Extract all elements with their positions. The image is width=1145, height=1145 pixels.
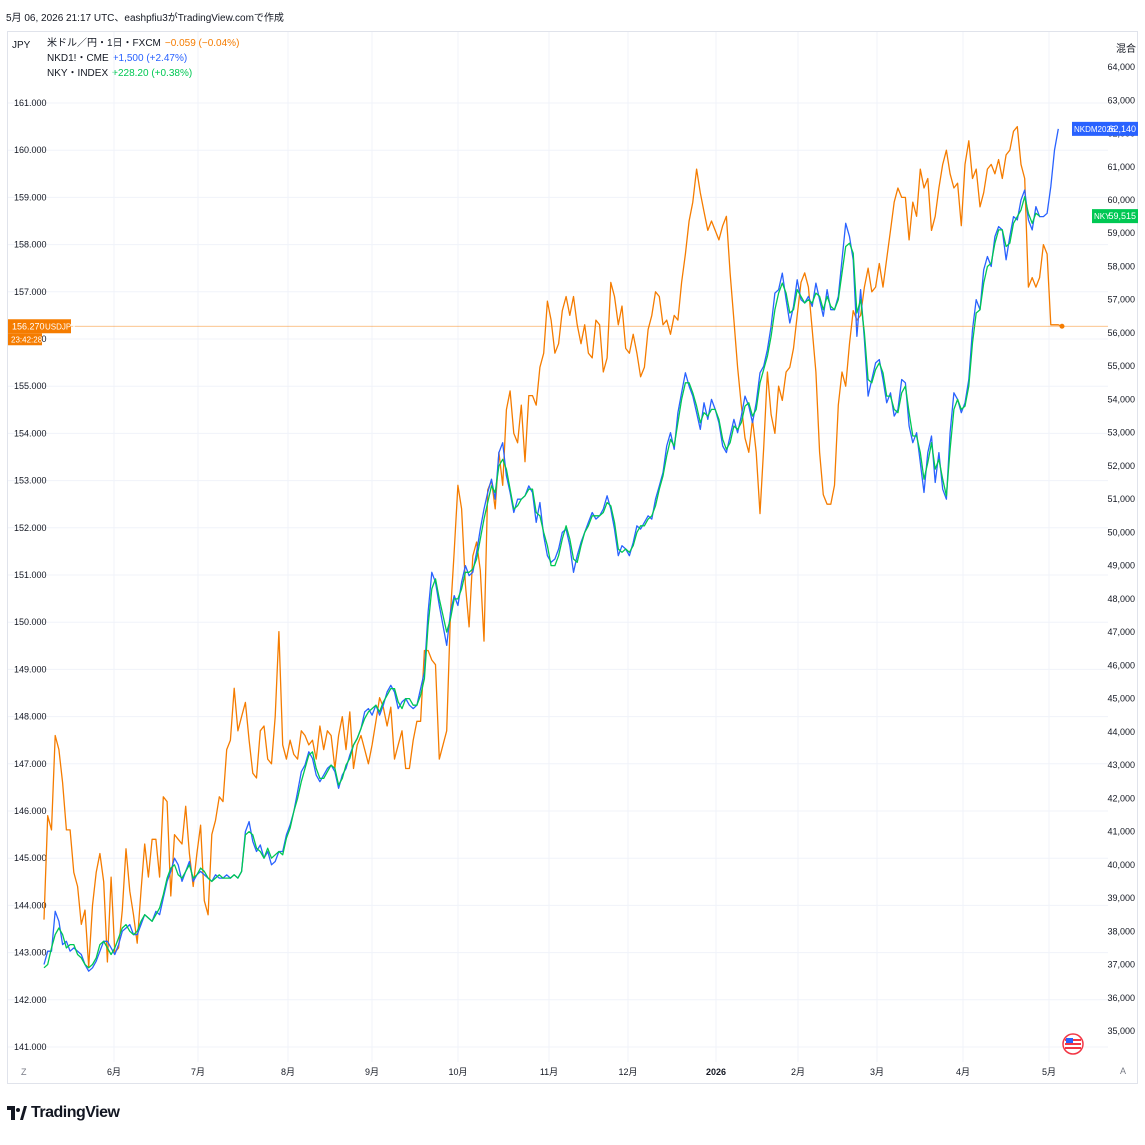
chart-frame[interactable] — [7, 31, 1138, 1084]
right-scale-mode-label[interactable]: 混合 — [1116, 44, 1136, 55]
chart-caption: 5月 06, 2026 21:17 UTC、eashpfiu3がTradingV… — [6, 13, 284, 24]
zoom-button[interactable]: Z — [21, 1067, 27, 1077]
legend-row-nkd[interactable]: NKD1!・CME +1,500 (+2.47%) — [47, 51, 239, 66]
legend-change: +228.20 (+0.38%) — [112, 68, 193, 79]
legend-change: +1,500 (+2.47%) — [112, 53, 188, 64]
legend-name: 米ドル／円・1日・FXCM — [47, 38, 161, 49]
legend: 米ドル／円・1日・FXCM −0.059 (−0.04%) NKD1!・CME +1… — [47, 36, 239, 81]
legend-change: −0.059 (−0.04%) — [164, 38, 240, 49]
auto-scale-button[interactable]: A — [1120, 1066, 1127, 1076]
left-scale-currency-label[interactable]: JPY — [12, 40, 31, 51]
legend-row-nky[interactable]: NKY・INDEX +228.20 (+0.38%) — [47, 66, 239, 81]
legend-row-usdjpy[interactable]: 米ドル／円・1日・FXCM −0.059 (−0.04%) — [47, 36, 239, 51]
tradingview-logo-text: TradingView — [31, 1104, 120, 1121]
legend-name: NKY・INDEX — [47, 68, 109, 79]
tradingview-logo-icon — [7, 1106, 27, 1120]
legend-name: NKD1!・CME — [47, 53, 109, 64]
tradingview-logo[interactable]: TradingView — [7, 1104, 120, 1122]
